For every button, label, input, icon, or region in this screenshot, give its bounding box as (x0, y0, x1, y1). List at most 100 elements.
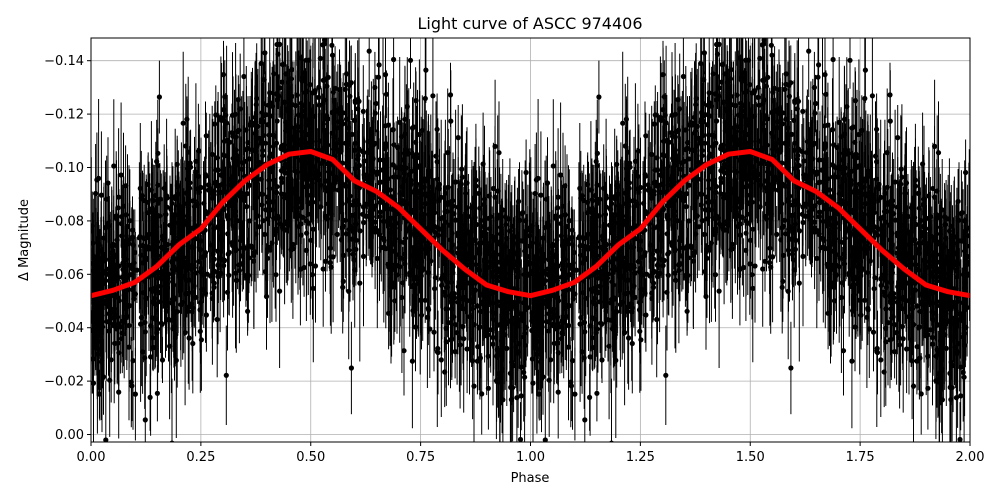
data-point (406, 150, 412, 157)
data-point (361, 219, 367, 226)
data-point (661, 206, 667, 212)
data-point (800, 108, 806, 114)
data-point (769, 52, 775, 58)
data-point (478, 308, 484, 315)
data-point (881, 369, 887, 375)
data-point (917, 308, 923, 315)
data-point (816, 62, 822, 68)
data-point (814, 169, 820, 175)
data-point (923, 249, 930, 255)
data-point (422, 95, 428, 102)
data-point (871, 286, 877, 292)
data-point (380, 33, 385, 38)
data-point (517, 436, 524, 442)
data-point (189, 309, 195, 315)
data-point (235, 97, 241, 103)
data-point (520, 210, 526, 216)
data-point (770, 254, 776, 260)
data-point (935, 150, 942, 156)
data-point (251, 258, 257, 264)
data-point (733, 215, 739, 221)
data-point (154, 390, 160, 396)
data-point (477, 355, 483, 361)
data-point (845, 150, 851, 157)
data-point (360, 253, 367, 259)
chart-title: Light curve of ASCC 974406 (417, 14, 642, 33)
data-point (821, 237, 827, 243)
data-point (675, 97, 681, 103)
data-point (203, 312, 209, 318)
data-point (822, 72, 828, 78)
data-point (643, 312, 649, 318)
data-point (262, 50, 268, 56)
data-point (459, 174, 465, 180)
data-point (246, 182, 252, 188)
data-point (816, 214, 822, 220)
data-point (814, 255, 820, 261)
data-point (783, 231, 789, 237)
data-point (859, 127, 865, 133)
data-point (220, 173, 226, 179)
data-point (226, 272, 232, 278)
data-point (737, 221, 743, 227)
data-point (374, 169, 381, 175)
data-point (407, 57, 414, 63)
data-point (688, 243, 694, 249)
data-point (432, 286, 438, 292)
data-point (334, 231, 340, 237)
data-point (373, 100, 379, 107)
data-point (847, 57, 853, 63)
data-point (330, 254, 336, 260)
data-point (277, 85, 283, 91)
data-point (496, 150, 502, 156)
data-point (153, 214, 159, 221)
data-point (683, 204, 689, 210)
data-point (213, 112, 219, 118)
data-point (307, 82, 313, 88)
data-point (820, 33, 825, 38)
data-point (521, 369, 527, 375)
data-point (108, 357, 114, 363)
data-point (148, 323, 154, 329)
data-point (693, 95, 699, 102)
data-point (301, 264, 307, 271)
data-point (629, 309, 635, 315)
data-point (609, 440, 614, 442)
data-point (254, 95, 260, 102)
data-point (258, 60, 264, 66)
data-point (734, 31, 739, 36)
data-point (830, 56, 836, 63)
data-point (960, 369, 966, 375)
data-point (98, 192, 104, 198)
data-point (221, 206, 227, 212)
data-point (791, 117, 797, 123)
data-point (577, 185, 583, 191)
data-point (959, 210, 965, 216)
data-point (800, 219, 806, 226)
data-point (698, 60, 704, 66)
data-point (800, 253, 806, 259)
data-point (244, 204, 250, 210)
data-point (755, 94, 761, 100)
data-point (246, 156, 252, 162)
data-point (412, 324, 419, 330)
data-point (349, 131, 355, 137)
data-point (447, 92, 454, 98)
data-point (862, 95, 868, 102)
data-point (96, 175, 102, 181)
data-point (93, 190, 99, 197)
data-point (710, 71, 716, 77)
data-point (701, 50, 708, 56)
data-point (747, 82, 753, 88)
data-point (735, 23, 740, 28)
data-point (957, 436, 963, 442)
data-points (91, 23, 970, 442)
data-point (789, 131, 795, 137)
data-point (532, 190, 538, 197)
data-point (930, 185, 936, 192)
data-point (298, 221, 304, 227)
data-point (865, 171, 871, 177)
data-point (295, 31, 300, 36)
data-point (348, 365, 354, 371)
